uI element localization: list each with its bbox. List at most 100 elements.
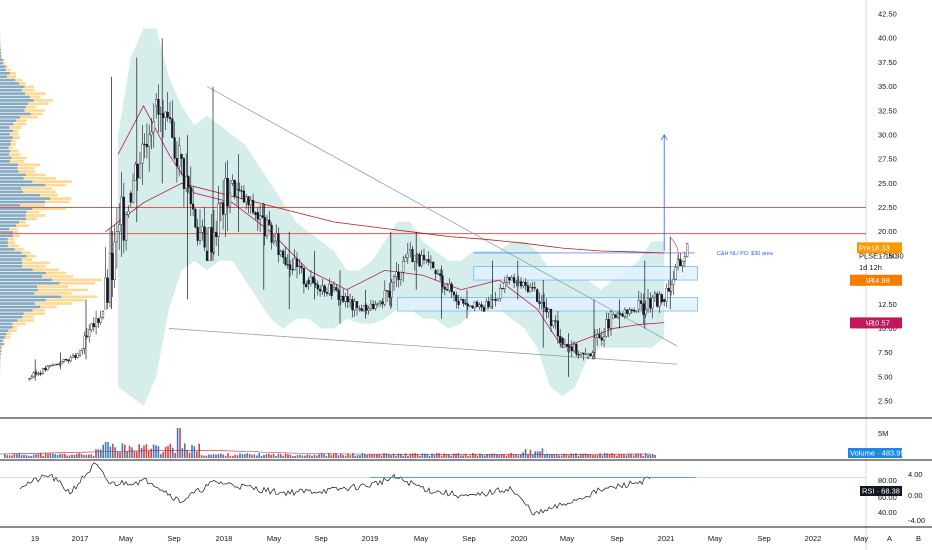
candle-body — [279, 251, 282, 255]
volume-bar — [184, 443, 186, 458]
rsi-tick-label: 60.00 — [878, 493, 897, 502]
volume-bar — [445, 454, 448, 458]
volume-bar — [546, 453, 548, 458]
candle-body — [71, 355, 75, 358]
time-tick-label: 2019 — [362, 534, 379, 543]
candle-body — [92, 323, 95, 328]
price-tag-value: 18.33 — [871, 244, 890, 253]
candle-body — [124, 214, 128, 241]
volume-bar — [92, 455, 95, 458]
volume-bar — [544, 454, 546, 458]
profile-bar-down — [0, 234, 13, 238]
volume-bar — [505, 455, 508, 458]
profile-bar-down — [0, 139, 12, 143]
volume-bar — [452, 453, 455, 458]
volume-bar — [647, 454, 649, 458]
candle-body — [76, 353, 79, 358]
profile-bar-up — [0, 176, 57, 180]
candle-body — [667, 288, 670, 292]
trend-lines[interactable] — [168, 86, 695, 365]
candle-body — [101, 311, 105, 318]
candle-body — [635, 310, 638, 312]
auto-scale-button[interactable]: A — [887, 534, 892, 543]
volume-bar — [66, 455, 68, 458]
candle-body — [494, 298, 497, 301]
volume-bar — [116, 451, 119, 458]
volume-bar — [342, 455, 344, 458]
profile-bar-down — [0, 292, 35, 295]
volume-bar — [128, 445, 131, 458]
candle-body — [598, 334, 601, 338]
volume-bar — [289, 454, 292, 458]
candle-body — [196, 226, 199, 241]
candle-body — [242, 190, 245, 203]
profile-bar-down — [0, 305, 41, 309]
candles — [28, 38, 689, 381]
profile-bar-down — [0, 265, 23, 268]
volume-bar — [193, 446, 196, 458]
candle-body — [64, 359, 68, 361]
time-tick-label: 2022 — [805, 534, 822, 543]
volume-bar — [212, 454, 215, 458]
candle-body — [651, 297, 654, 309]
volume-bar — [368, 454, 371, 458]
volume-bar — [582, 454, 584, 458]
volume-bar — [68, 455, 71, 458]
candle-body — [194, 208, 197, 228]
profile-bar-down — [0, 278, 53, 282]
candle-body — [503, 282, 506, 289]
time-axis[interactable]: 19 2017 May Sep 2018 May Sep 2019 May Sep 2020 May S… — [31, 534, 869, 543]
volume-bar — [284, 453, 287, 458]
candle-body — [319, 288, 322, 292]
candle-body — [513, 277, 516, 283]
candle-body — [614, 314, 617, 318]
profile-bar-down — [0, 214, 26, 217]
candle-body — [235, 189, 239, 197]
volume-bar — [388, 454, 390, 458]
candle-body — [480, 304, 483, 308]
volume-bar — [390, 455, 392, 458]
candle-body — [446, 289, 449, 291]
volume-bar — [428, 455, 431, 458]
candle-body — [240, 190, 243, 192]
candle-body — [367, 308, 370, 311]
profile-bar-up — [0, 292, 72, 295]
candle-body — [332, 287, 336, 290]
rsi-tick-label-right: -4.00 — [908, 516, 925, 525]
volume-bar — [143, 445, 145, 458]
volume-bar — [148, 450, 150, 458]
candle-body — [337, 290, 340, 300]
candle-body — [122, 196, 125, 241]
price-tag — [866, 274, 902, 286]
log-scale-button[interactable]: B — [916, 534, 921, 543]
volume-bar — [179, 428, 181, 458]
profile-bar-down — [0, 170, 19, 173]
candle-body — [575, 343, 578, 355]
volume-bar — [424, 453, 426, 458]
price-tick-label: 10.00 — [878, 324, 897, 333]
price-tag-marker — [850, 317, 866, 329]
volume-bar — [133, 450, 136, 458]
horizontal-levels[interactable] — [0, 207, 866, 235]
volume-bar — [208, 454, 210, 458]
candle-body — [226, 177, 229, 207]
candle-body — [570, 346, 573, 352]
price-axis[interactable]: 42.50 40.00 37.50 35.00 32.50 30.00 27.50 25.00… — [878, 10, 897, 406]
volume-bar — [486, 454, 488, 458]
profile-bar-up — [0, 153, 21, 156]
candle-body — [533, 287, 536, 289]
candle-body — [485, 301, 488, 310]
volume-bar — [556, 454, 558, 458]
profile-bar-down — [0, 122, 14, 126]
price-tick-label: 12.50 — [878, 300, 897, 309]
candle-body — [409, 249, 412, 252]
candle-body — [97, 318, 100, 323]
volume-bar — [438, 453, 440, 458]
candle-body — [168, 117, 172, 120]
profile-bar-down — [0, 153, 9, 156]
candle-body — [640, 300, 643, 304]
profile-bar-down — [0, 353, 1, 356]
volume-bar — [558, 455, 560, 458]
profile-bar-down — [0, 275, 42, 278]
